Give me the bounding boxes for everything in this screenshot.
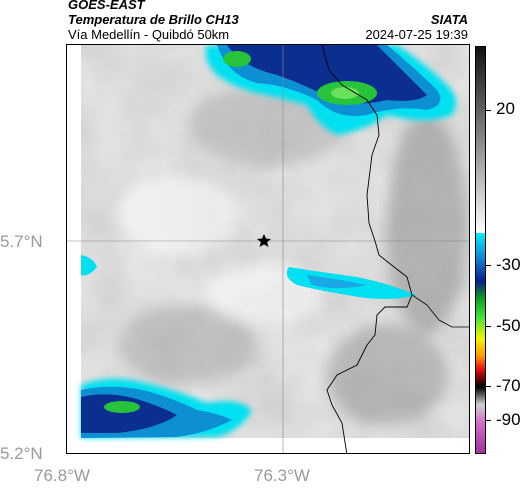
country-border — [321, 45, 413, 453]
colorbar-label-20: 20 — [496, 99, 515, 118]
star-marker-icon — [257, 234, 271, 247]
cold-cloud-band-east — [286, 267, 417, 299]
temperature-colorbar — [475, 46, 486, 454]
lat-label-5.2: 5.2°N — [0, 444, 43, 463]
title-product: Temperatura de Brillo CH13 — [68, 12, 239, 27]
cold-cloud-top-southwest — [81, 378, 252, 438]
colorbar-label-minus70: -70 — [496, 376, 521, 395]
lon-label-76.3: 76.3°W — [254, 466, 310, 485]
colorbar-label-minus30: -30 — [496, 255, 521, 274]
department-border — [411, 294, 469, 328]
title-route: Vía Medellín - Quibdó 50km — [68, 27, 230, 42]
cold-cloud-spot-west — [81, 255, 97, 276]
timestamp-label: 2024-07-25 19:39 — [365, 27, 468, 42]
colorbar-label-minus50: -50 — [496, 316, 521, 335]
source-label: SIATA — [430, 12, 468, 27]
lon-label-76.8: 76.8°W — [34, 466, 90, 485]
title-satellite: GOES-EAST — [68, 0, 145, 12]
lat-label-5.7: 5.7°N — [0, 232, 43, 251]
satellite-map — [67, 45, 469, 453]
cold-cloud-top-north — [205, 45, 456, 135]
map-panel[interactable] — [66, 44, 470, 454]
colorbar-label-minus90: -90 — [496, 410, 521, 429]
